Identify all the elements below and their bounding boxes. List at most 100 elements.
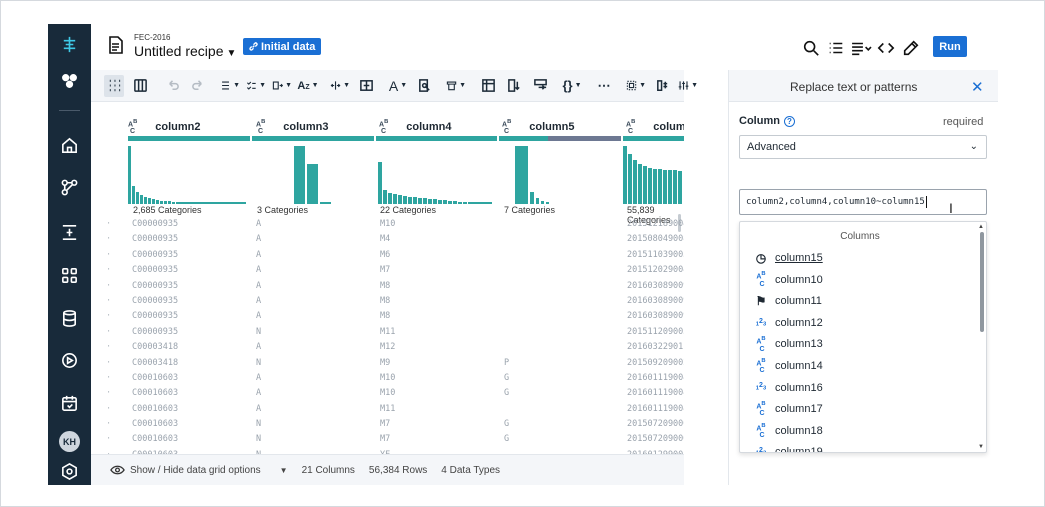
table-row[interactable]: · C00003418 N M9 P 2015092090027626 — [91, 356, 684, 371]
table-cell[interactable]: 2016030890096721 — [627, 280, 684, 291]
table-cell[interactable]: C00000935 — [132, 311, 179, 322]
redo-button[interactable] — [188, 75, 208, 97]
text-format-menu[interactable]: A ▼ — [388, 75, 408, 97]
select-menu[interactable]: ▼ — [626, 75, 646, 97]
dropdown-option-column16[interactable]: 123 column16 — [754, 379, 823, 397]
histogram-column6[interactable] — [623, 142, 684, 204]
adjust-menu[interactable]: ▼ — [678, 75, 698, 97]
table-cell[interactable]: C00003418 — [132, 357, 179, 368]
text-menu-icon[interactable] — [850, 38, 874, 58]
table-row[interactable]: · C00000935 A M10 2015121890043356 — [91, 217, 684, 232]
table-cell[interactable]: M10 — [380, 388, 396, 399]
histogram-column2[interactable] — [128, 142, 250, 204]
initial-data-button[interactable]: Initial data — [243, 38, 322, 55]
table-cell[interactable]: G — [504, 372, 510, 383]
grid-options-toggle[interactable]: Show / Hide data grid options ▼ — [110, 465, 288, 476]
table-cell[interactable]: A — [256, 234, 262, 245]
table-cell[interactable]: M7 — [380, 434, 391, 445]
table-cell[interactable]: M4 — [380, 234, 391, 245]
table-row[interactable]: · C00010603 A M11 2016011190044579 — [91, 402, 684, 417]
list-icon[interactable] — [827, 38, 845, 58]
close-icon[interactable]: ✕ — [971, 79, 984, 96]
table-row[interactable]: · C00010603 A M10 G 2016011190044560 — [91, 386, 684, 401]
lookup-button[interactable] — [414, 75, 434, 97]
eyedropper-icon[interactable] — [902, 38, 920, 58]
run-button[interactable]: Run — [933, 36, 967, 57]
table-cell[interactable]: 2016012990043338 — [627, 450, 684, 454]
code-icon[interactable] — [877, 38, 895, 58]
table-cell[interactable]: M11 — [380, 403, 396, 414]
play-icon[interactable] — [59, 350, 80, 371]
grid-icon[interactable] — [59, 265, 80, 286]
table-cell[interactable]: 2015112090038215 — [627, 326, 684, 337]
table-cell[interactable]: A — [256, 219, 262, 229]
scroll-down-icon[interactable]: ▼ — [978, 444, 984, 450]
table-cell[interactable]: M7 — [380, 265, 391, 276]
grid-vertical-scrollbar[interactable] — [678, 214, 681, 232]
grid-view-button[interactable] — [104, 74, 124, 97]
sort-menu[interactable]: AZ ▼ — [297, 75, 318, 97]
dropdown-scrollbar[interactable] — [980, 232, 984, 332]
table-row[interactable]: · C00010603 N YE 2016012990043338 — [91, 448, 684, 454]
table-cell[interactable]: N — [256, 357, 262, 368]
merge-menu[interactable]: ▼ — [272, 75, 292, 97]
dropdown-option-column14[interactable]: AB C column14 — [754, 357, 822, 375]
column-header-column2[interactable]: AB C column2 — [128, 119, 201, 135]
table-cell[interactable]: 2015092090027626 — [627, 357, 684, 368]
column-header-column3[interactable]: AB C column3 — [256, 119, 329, 135]
table-cell[interactable]: C00000935 — [132, 265, 179, 276]
table-cell[interactable]: N — [256, 419, 262, 430]
recipe-icon[interactable] — [59, 222, 80, 243]
table-cell[interactable]: C00010603 — [132, 450, 252, 454]
table-cell[interactable]: N — [256, 326, 262, 337]
flow-icon[interactable] — [59, 177, 80, 198]
table-cell[interactable]: 2016030890096781 — [627, 295, 684, 306]
table-cell[interactable]: 2016011190044514 — [627, 372, 684, 383]
table-cell[interactable]: M8 — [380, 311, 391, 322]
table-cell[interactable]: A — [256, 372, 262, 383]
table-cell[interactable]: A — [256, 295, 262, 306]
table-cell[interactable]: M7 — [380, 419, 391, 430]
dropdown-option-column15[interactable]: ◷ column15 — [754, 249, 823, 267]
scroll-up-icon[interactable]: ▲ — [978, 224, 984, 230]
column-mode-select[interactable]: Advanced ⌄ — [739, 135, 987, 159]
columns-view-button[interactable] — [130, 75, 150, 97]
table-row[interactable]: · C00000935 A M4 2015080490087895 — [91, 232, 684, 247]
dropdown-option-column18[interactable]: AB C column18 — [754, 422, 822, 440]
database-icon[interactable] — [59, 308, 80, 329]
histogram-column5[interactable] — [515, 142, 575, 204]
table-cell[interactable]: 2015072090003086 — [627, 434, 684, 445]
settings-icon[interactable] — [59, 461, 80, 482]
join-button[interactable] — [356, 75, 376, 97]
table-cell[interactable]: M12 — [380, 342, 396, 353]
rename-button[interactable] — [530, 75, 550, 97]
table-cell[interactable]: M10 — [380, 372, 396, 383]
validate-menu[interactable]: ▼ — [246, 75, 266, 97]
table-row[interactable]: · C00000935 A M8 2016030890096781 — [91, 294, 684, 309]
table-cell[interactable]: G — [504, 388, 510, 399]
table-cell[interactable]: C00000935 — [132, 280, 179, 291]
avatar[interactable]: KH — [59, 431, 80, 452]
home-icon[interactable] — [59, 135, 80, 156]
dropdown-option-column12[interactable]: 123 column12 — [754, 314, 823, 332]
pivot-button[interactable] — [478, 75, 498, 97]
table-cell[interactable]: C00010603 — [132, 419, 179, 430]
split-menu[interactable]: ▼ — [330, 75, 350, 97]
recipe-title[interactable]: Untitled recipe ▼ — [134, 43, 236, 59]
table-cell[interactable]: C00000935 — [132, 326, 179, 337]
dropdown-option-column11[interactable]: ⚑ column11 — [754, 292, 822, 310]
function-menu[interactable]: {} ▼ — [562, 75, 582, 97]
table-cell[interactable]: 2016032290119389 — [627, 342, 684, 353]
table-cell[interactable]: 2015121890043356 — [627, 219, 684, 229]
table-row[interactable]: · C00000935 N M11 2015112090038215 — [91, 325, 684, 340]
table-cell[interactable]: M9 — [380, 357, 391, 368]
unpivot-button[interactable] — [504, 75, 524, 97]
histogram-column3[interactable] — [294, 142, 334, 204]
column-header-column6[interactable]: AB C column6 — [626, 119, 684, 135]
help-icon[interactable]: ? — [783, 115, 795, 127]
dropdown-option-column13[interactable]: AB C column13 — [754, 335, 822, 353]
apps-icon[interactable] — [59, 70, 80, 91]
table-row[interactable]: · C00010603 A M10 G 2016011190044514 — [91, 371, 684, 386]
table-row[interactable]: · C00003418 A M12 2016032290119389 — [91, 340, 684, 355]
table-cell[interactable]: A — [256, 342, 262, 353]
